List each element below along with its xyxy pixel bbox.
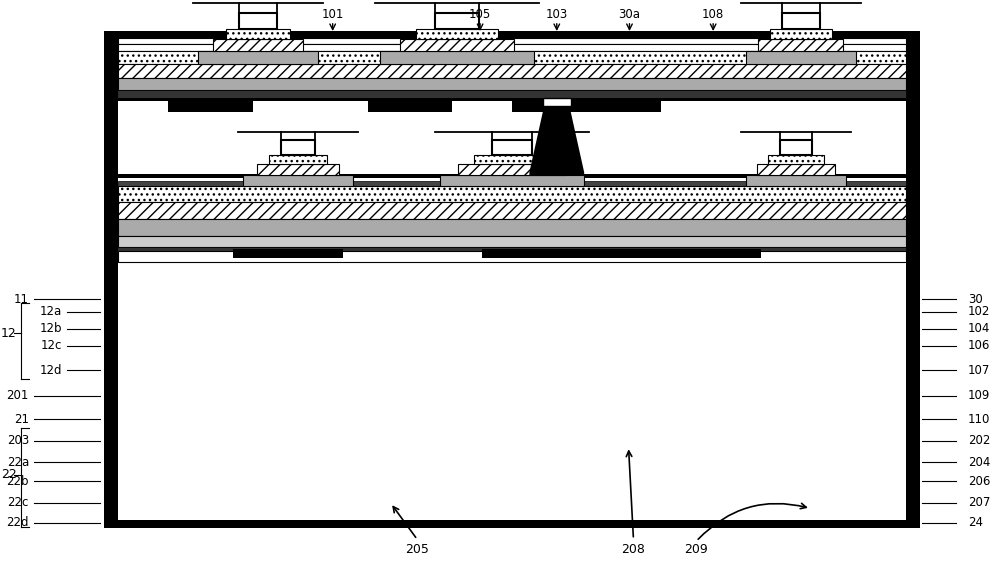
Text: 101: 101 (321, 7, 344, 21)
Bar (118, 44, 906, 51)
Bar (118, 78, 906, 90)
Bar (243, 175, 353, 186)
Bar (118, 174, 906, 178)
Text: 105: 105 (469, 7, 491, 21)
Bar (257, 164, 339, 175)
Text: 11: 11 (14, 293, 29, 306)
Bar (118, 251, 906, 262)
Bar (758, 39, 843, 51)
Bar (269, 155, 327, 164)
Text: 22b: 22b (6, 475, 29, 488)
Text: 12a: 12a (40, 305, 62, 319)
Text: 108: 108 (702, 7, 724, 21)
Bar (104, 520, 920, 528)
Text: 12b: 12b (39, 322, 62, 336)
Text: 107: 107 (968, 363, 991, 377)
Bar (118, 202, 906, 219)
Text: 206: 206 (968, 475, 991, 488)
Bar (118, 98, 906, 101)
Bar (770, 29, 832, 39)
Text: 30a: 30a (618, 7, 640, 21)
Bar (198, 51, 318, 64)
Bar (474, 155, 550, 164)
Bar (543, 98, 571, 106)
Bar (906, 31, 920, 528)
Text: 22: 22 (1, 468, 17, 481)
Bar (780, 140, 812, 155)
Bar (482, 249, 761, 258)
Bar (118, 247, 906, 251)
Text: 12: 12 (1, 327, 17, 340)
Text: 22a: 22a (7, 455, 29, 469)
Bar (782, 13, 820, 29)
Bar (118, 181, 906, 186)
Text: 109: 109 (968, 389, 991, 402)
Text: 22c: 22c (8, 496, 29, 510)
Text: 207: 207 (968, 496, 991, 510)
Bar (416, 29, 498, 39)
Text: 201: 201 (7, 389, 29, 402)
Text: 30: 30 (968, 293, 983, 306)
Text: 12d: 12d (39, 363, 62, 377)
Bar (757, 164, 835, 175)
Bar (118, 236, 906, 247)
Bar (118, 38, 906, 44)
Polygon shape (529, 112, 584, 175)
Text: 202: 202 (968, 434, 991, 447)
Bar (213, 39, 303, 51)
Text: 103: 103 (546, 7, 568, 21)
Bar (746, 51, 856, 64)
Bar (281, 140, 315, 155)
Bar (512, 101, 661, 112)
Text: 110: 110 (968, 412, 991, 426)
Text: 106: 106 (968, 339, 991, 353)
Bar (435, 13, 479, 29)
Text: 208: 208 (622, 542, 645, 556)
Text: 22d: 22d (6, 516, 29, 529)
Bar (768, 155, 824, 164)
Bar (118, 186, 906, 202)
Bar (458, 164, 566, 175)
Bar (118, 219, 906, 236)
Text: 21: 21 (14, 412, 29, 426)
Text: 24: 24 (968, 516, 983, 529)
Bar (104, 31, 920, 39)
Bar (239, 13, 277, 29)
Bar (168, 101, 253, 112)
Bar (118, 64, 906, 78)
Text: 209: 209 (684, 542, 708, 556)
Bar (492, 140, 532, 155)
Text: 102: 102 (968, 305, 991, 319)
Text: 104: 104 (968, 322, 991, 336)
Bar (533, 106, 581, 112)
Text: 204: 204 (968, 455, 991, 469)
Bar (368, 101, 452, 112)
Bar (400, 39, 514, 51)
Text: 203: 203 (7, 434, 29, 447)
Bar (118, 90, 906, 98)
Bar (233, 249, 343, 258)
Bar (226, 29, 290, 39)
Text: 12c: 12c (40, 339, 62, 353)
Bar (104, 31, 118, 528)
Bar (118, 51, 906, 64)
Bar (380, 51, 534, 64)
Text: 205: 205 (405, 542, 429, 556)
Bar (746, 175, 846, 186)
Bar (440, 175, 584, 186)
